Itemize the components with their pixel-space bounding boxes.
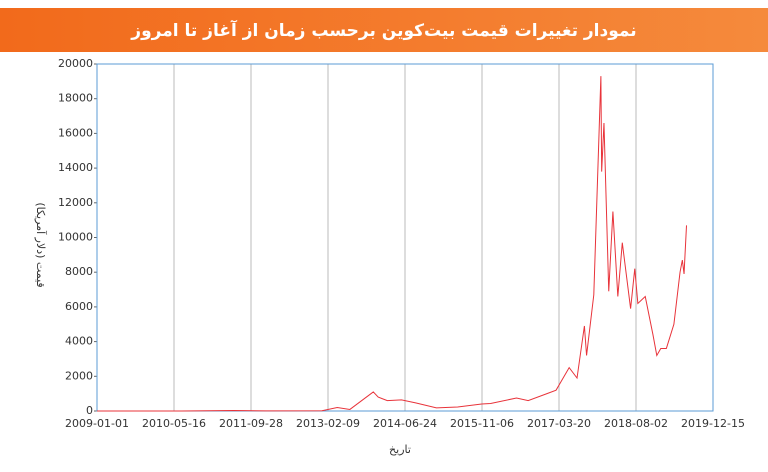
x-tick-label: 2010-05-16 [142,417,206,430]
y-tick-label: 6000 [65,300,93,313]
y-tick-label: 10000 [58,231,93,244]
y-tick-label: 8000 [65,265,93,278]
y-tick-label: 16000 [58,126,93,139]
y-tick-label: 14000 [58,161,93,174]
x-tick-label: 2019-12-15 [681,417,745,430]
x-tick-label: 2018-08-02 [604,417,668,430]
y-tick-label: 20000 [58,57,93,70]
x-tick-label: 2017-03-20 [527,417,591,430]
chart-title: نمودار تغییرات قیمت بیت‌کوین برحسب زمان … [130,19,636,41]
price-line [97,76,688,412]
y-tick-label: 2000 [65,369,93,382]
x-tick-label: 2015-11-06 [450,417,514,430]
y-tick-label: 12000 [58,196,93,209]
y-axis-label: قیمت (دلار آمریکا) [34,202,48,287]
y-tick-label: 4000 [65,335,93,348]
x-axis-label: تاریخ [389,443,411,456]
x-tick-label: 2014-06-24 [373,417,437,430]
plot-border [96,63,714,412]
x-tick-label: 2013-02-09 [296,417,360,430]
x-tick-label: 2009-01-01 [65,417,129,430]
header-band [0,8,768,52]
y-tick-label: 0 [86,404,93,417]
y-tick-label: 18000 [58,92,93,105]
x-tick-label: 2011-09-28 [219,417,283,430]
